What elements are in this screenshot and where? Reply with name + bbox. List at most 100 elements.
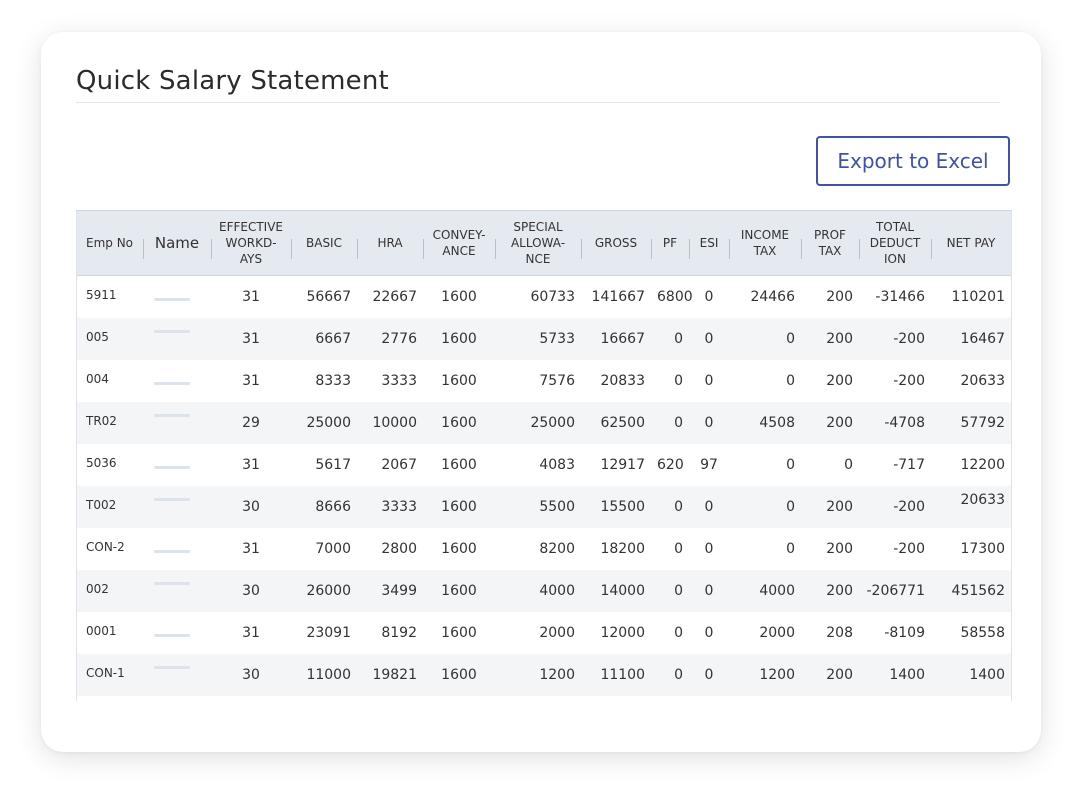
cell-total-deduction: -200: [893, 541, 925, 557]
cell-special-allowance: 4000: [539, 583, 575, 599]
cell-net-pay: 16467: [960, 331, 1005, 347]
cell-prof-tax: 200: [826, 499, 853, 515]
header-emp-no: Emp No: [77, 211, 143, 276]
cell-days: 30: [242, 583, 260, 599]
redacted-name-bar: [154, 497, 190, 501]
cell-conveyance: 1600: [441, 289, 477, 305]
cell-hra: 3499: [381, 583, 417, 599]
cell-prof-tax: 200: [826, 289, 853, 305]
cell-net-pay: 58558: [960, 625, 1005, 641]
cell-gross: 141667: [591, 289, 645, 305]
cell-pf: 0: [674, 625, 683, 641]
cell-days: 29: [242, 415, 260, 431]
cell-gross: 20833: [600, 373, 645, 389]
cell-pf: 0: [674, 541, 683, 557]
header-net-pay: NET PAY: [931, 211, 1011, 276]
cell-gross: 12000: [600, 625, 645, 641]
export-to-excel-button[interactable]: Export to Excel: [816, 136, 1010, 186]
cell-total-deduction: -4708: [884, 415, 925, 431]
cell-net-pay: 451562: [951, 583, 1005, 599]
cell-esi: 0: [704, 331, 714, 347]
cell-esi: 0: [704, 667, 714, 683]
cell-conveyance: 1600: [441, 373, 477, 389]
salary-table-container[interactable]: Emp No Name EFFECTIVE WORKD- AYS BASIC HRA…: [76, 210, 1012, 701]
cell-name-redacted: [143, 528, 211, 570]
cell-gross: 16667: [600, 331, 645, 347]
cell-prof-tax: 200: [826, 415, 853, 431]
cell-special-allowance: 4083: [539, 457, 575, 473]
cell-hra: 8192: [381, 625, 417, 641]
cell-prof-tax: 200: [826, 373, 853, 389]
header-pf: PF: [651, 211, 689, 276]
cell-days: 31: [242, 457, 260, 473]
cell-emp-no: 002: [86, 582, 109, 596]
cell-hra: 2776: [381, 331, 417, 347]
header-hra: HRA: [357, 211, 423, 276]
header-income-tax: INCOME TAX: [729, 211, 801, 276]
header-effective-workdays: EFFECTIVE WORKD- AYS: [211, 211, 291, 276]
cell-name-redacted: [143, 444, 211, 486]
table-row: CON-1 30 11000 19821 1600 1200 11100 0 0…: [77, 654, 1011, 696]
cell-name-redacted: [143, 276, 211, 319]
redacted-name-bar: [154, 465, 190, 469]
cell-hra: 19821: [372, 667, 417, 683]
cell-special-allowance: 5733: [539, 331, 575, 347]
cell-emp-no: 0001: [86, 624, 117, 638]
cell-special-allowance: 1200: [539, 667, 575, 683]
cell-days: 31: [242, 331, 260, 347]
table-row: 0001 31 23091 8192 1600 2000 12000 0 0 2…: [77, 612, 1011, 654]
cell-conveyance: 1600: [441, 625, 477, 641]
cell-basic: 8666: [315, 499, 351, 515]
cell-name-redacted: [143, 654, 211, 696]
cell-name-redacted: [143, 612, 211, 654]
cell-hra: 3333: [381, 499, 417, 515]
cell-esi: 0: [704, 625, 714, 641]
cell-esi: 0: [704, 583, 714, 599]
title-divider: [76, 102, 1000, 103]
cell-emp-no: T002: [86, 498, 117, 512]
cell-income-tax: 0: [786, 541, 795, 557]
redacted-name-bar: [154, 381, 190, 385]
cell-hra: 22667: [372, 289, 417, 305]
cell-emp-no: 005: [86, 330, 109, 344]
cell-income-tax: 1200: [759, 667, 795, 683]
cell-pf: 620: [657, 457, 684, 473]
cell-net-pay: 110201: [951, 289, 1005, 305]
cell-basic: 5617: [315, 457, 351, 473]
cell-name-redacted: [143, 486, 211, 528]
cell-emp-no: CON-2: [86, 540, 125, 554]
cell-conveyance: 1600: [441, 499, 477, 515]
cell-conveyance: 1600: [441, 667, 477, 683]
cell-emp-no: 004: [86, 372, 109, 386]
cell-basic: 26000: [306, 583, 351, 599]
cell-prof-tax: 208: [826, 625, 853, 641]
cell-total-deduction: -200: [893, 373, 925, 389]
cell-pf: 6800: [657, 289, 693, 305]
cell-hra: 10000: [372, 415, 417, 431]
header-conveyance: CONVEY- ANCE: [423, 211, 495, 276]
cell-total-deduction: -31466: [875, 289, 925, 305]
cell-net-pay: 1400: [969, 667, 1005, 683]
cell-net-pay: 20633: [960, 373, 1005, 389]
cell-gross: 14000: [600, 583, 645, 599]
cell-special-allowance: 2000: [539, 625, 575, 641]
cell-emp-no: 5911: [86, 288, 117, 302]
cell-net-pay: 12200: [960, 457, 1005, 473]
cell-conveyance: 1600: [441, 541, 477, 557]
cell-prof-tax: 200: [826, 667, 853, 683]
header-name: Name: [143, 211, 211, 276]
redacted-name-bar: [154, 413, 190, 417]
table-row: 004 31 8333 3333 1600 7576 20833 0 0 0 2…: [77, 360, 1011, 402]
cell-basic: 25000: [306, 415, 351, 431]
redacted-name-bar: [154, 329, 190, 333]
redacted-name-bar: [154, 633, 190, 637]
table-row: CON-2 31 7000 2800 1600 8200 18200 0 0 0…: [77, 528, 1011, 570]
redacted-name-bar: [154, 581, 190, 585]
header-prof-tax: PROF TAX: [801, 211, 859, 276]
cell-total-deduction: 1400: [889, 667, 925, 683]
cell-days: 31: [242, 625, 260, 641]
cell-days: 31: [242, 373, 260, 389]
cell-income-tax: 0: [786, 373, 795, 389]
cell-gross: 11100: [600, 667, 645, 683]
cell-basic: 11000: [306, 667, 351, 683]
